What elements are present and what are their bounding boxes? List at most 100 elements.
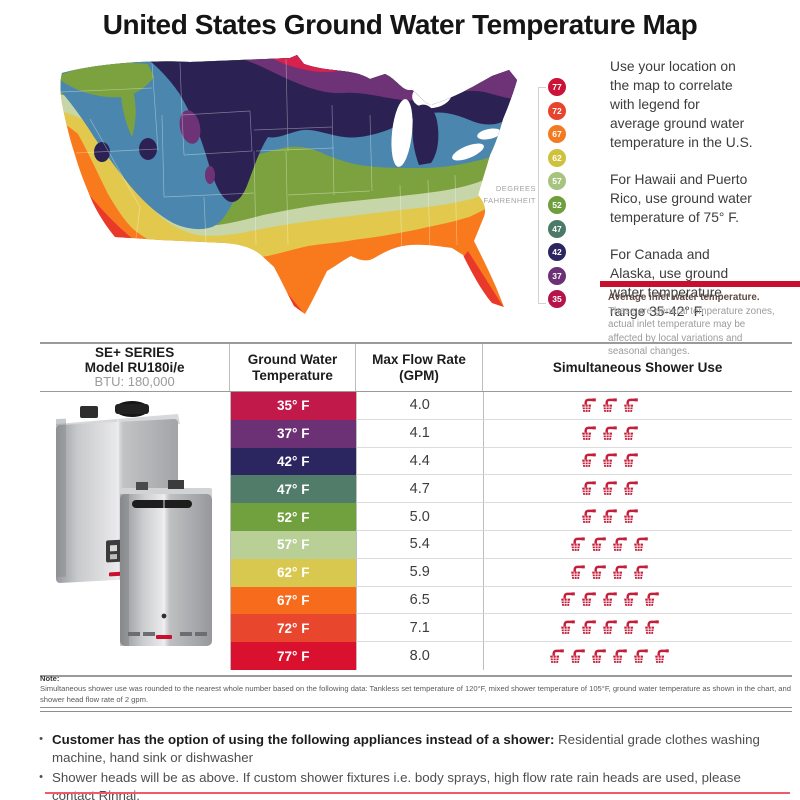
header-ground-water-temperature: Ground Water Temperature (229, 344, 355, 391)
bullet-text: Shower heads will be as above. If custom… (52, 770, 741, 800)
bullet-item-2: • Shower heads will be as above. If custo… (30, 769, 786, 800)
shower-icon (571, 565, 585, 579)
temp-cell: 72° F (230, 614, 356, 643)
table-row-67F: 67° F 6.5 (230, 586, 792, 615)
flow-cell: 4.1 (355, 419, 483, 448)
flow-cell: 5.4 (355, 530, 483, 559)
flow-cell: 6.5 (355, 586, 483, 615)
shower-cell (483, 419, 792, 448)
shower-icon (550, 648, 564, 663)
shower-icon (602, 398, 617, 412)
shower-icon (655, 648, 669, 663)
shower-icon (623, 620, 638, 635)
table-row-52F: 52° F 5.0 (230, 503, 792, 531)
flow-rate-table: SE+ SERIES Model RU180i/e BTU: 180,000 G… (40, 342, 792, 677)
shower-icon (571, 537, 585, 551)
shower-icon (581, 509, 596, 523)
flow-cell: 7.1 (355, 614, 483, 643)
legend-dot-35: 35 (548, 290, 566, 309)
shower-cell (483, 642, 792, 670)
temp-cell: 57° F (230, 530, 356, 559)
legend-dot-62: 62 (548, 148, 566, 167)
info-paragraphs: Use your location on the map to correlat… (610, 57, 796, 339)
double-rule (40, 707, 792, 712)
shower-icon (581, 398, 596, 412)
note-text: Simultaneous shower use was rounded to t… (40, 684, 791, 704)
product-model: Model RU180i/e (84, 360, 185, 376)
shower-icon (581, 453, 596, 468)
legend-dot-67: 67 (548, 125, 566, 144)
bullet-item-1: • Customer has the option of using the fo… (30, 731, 786, 766)
heater-outdoor-unit (120, 480, 212, 646)
shower-icon (602, 481, 617, 496)
info-paragraph-2: For Hawaii and Puerto Rico, use ground w… (610, 172, 752, 226)
shower-icon (571, 648, 585, 663)
legend-dot-72: 72 (548, 101, 566, 120)
shower-icon (602, 509, 617, 523)
shower-icon (592, 648, 606, 663)
shower-icon (644, 592, 659, 607)
shower-icon (623, 426, 638, 440)
shower-icon (613, 537, 627, 551)
water-heater-image (56, 401, 212, 646)
legend-dot-47: 47 (548, 219, 566, 238)
shower-icon (623, 592, 638, 607)
table-row-42F: 42° F 4.4 (230, 447, 792, 476)
callout-body: These are general temperature zones, act… (608, 306, 775, 357)
legend-dot-52: 52 (548, 195, 566, 214)
header-product: SE+ SERIES Model RU180i/e BTU: 180,000 (40, 344, 229, 391)
temp-cell: 77° F (230, 642, 356, 670)
legend-dot-57: 57 (548, 172, 566, 191)
footer-bullets: • Customer has the option of using the fo… (30, 731, 786, 800)
table-row-77F: 77° F 8.0 (230, 642, 792, 670)
table-rows: 35° F 4.0 37° F 4.1 42° F 4.4 47° F 4.7 52° F 5.0… (230, 392, 792, 675)
temp-cell: 42° F (230, 447, 356, 476)
table-row-47F: 47° F 4.7 (230, 475, 792, 504)
legend-dot-42: 42 (548, 243, 566, 262)
shower-icon (634, 648, 648, 663)
shower-icon (623, 509, 638, 523)
product-btu: BTU: 180,000 (94, 374, 175, 390)
note-label: Note: (40, 674, 60, 683)
us-map-graphic (60, 55, 517, 314)
bullet-marker: • (39, 771, 43, 784)
shower-cell (483, 558, 792, 587)
table-row-35F: 35° F 4.0 (230, 392, 792, 420)
shower-cell (483, 392, 792, 420)
bullet-marker: • (39, 733, 43, 745)
map-legend: 77 72 67 62 57 52 47 42 37 35 (548, 78, 566, 309)
shower-icon (602, 426, 617, 440)
product-series: SE+ SERIES (95, 345, 175, 361)
shower-icon (613, 648, 627, 663)
footer-rule (45, 792, 790, 794)
shower-icon (592, 565, 606, 579)
shower-icon (644, 620, 659, 635)
temp-cell: 47° F (230, 475, 356, 504)
us-ground-water-temperature-map (40, 55, 540, 335)
temp-cell: 52° F (230, 503, 356, 531)
shower-cell (483, 447, 792, 476)
shower-icon (581, 481, 596, 496)
legend-bracket (538, 87, 546, 304)
shower-cell (483, 586, 792, 615)
shower-icon (560, 620, 575, 635)
table-row-57F: 57° F 5.4 (230, 530, 792, 559)
shower-icon (581, 620, 596, 635)
header-max-flow-rate: Max Flow Rate (GPM) (354, 344, 483, 391)
flow-cell: 5.0 (355, 503, 483, 531)
state-borders (60, 58, 458, 256)
shower-icon (581, 592, 596, 607)
legend-dot-77: 77 (548, 78, 566, 96)
shower-icon (581, 426, 596, 440)
degrees-fahrenheit-label: DEGREES FAHRENHEIT (483, 184, 536, 205)
table-row-62F: 62° F 5.9 (230, 558, 792, 587)
temp-cell: 37° F (230, 419, 356, 448)
legend-dot-37: 37 (548, 266, 566, 285)
shower-icon (602, 592, 617, 607)
info-paragraph-3: For Canada and Alaska, use ground water … (610, 247, 729, 320)
inlet-temperature-callout: Average inlet water temperature. These a… (608, 292, 798, 358)
table-row-37F: 37° F 4.1 (230, 419, 792, 448)
temp-cell: 35° F (230, 392, 356, 420)
shower-icon (613, 565, 627, 579)
